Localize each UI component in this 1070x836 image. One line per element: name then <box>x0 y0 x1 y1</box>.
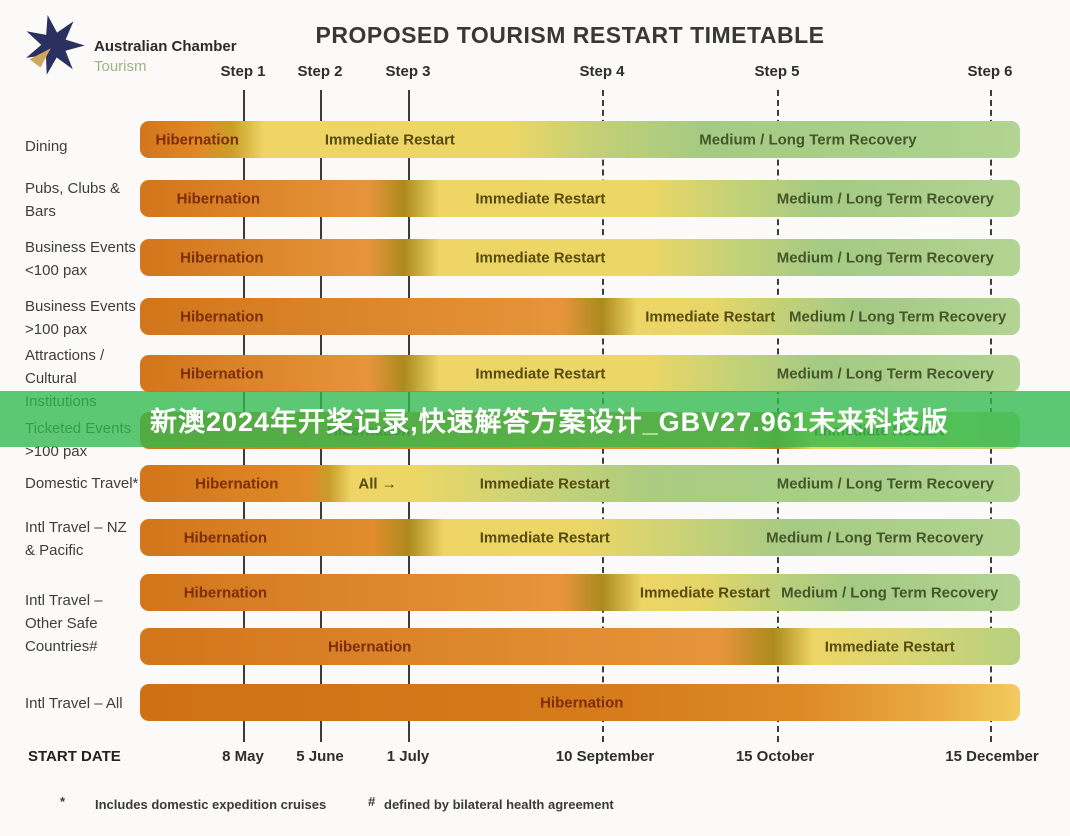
date-label-1: 8 May <box>222 748 264 765</box>
timeline-bar-business-events-over-100: Hibernation Immediate Restart Medium / Lon… <box>140 298 1020 335</box>
row-label-line: <100 pax <box>25 262 88 279</box>
row-label-line: Other Safe <box>25 615 98 632</box>
phase-label: Medium / Long Term Recovery <box>781 584 999 601</box>
date-label-5: 15 October <box>735 748 815 765</box>
phase-label: Hibernation <box>180 365 264 382</box>
row-label-pubs-clubs-bars: Pubs, Clubs & Bars <box>25 177 143 223</box>
phase-label: Immediate Restart <box>479 475 610 492</box>
phase-label: Medium / Long Term Recovery <box>776 190 994 207</box>
footnote-text-1: Includes domestic expedition cruises <box>95 797 327 812</box>
row-label-line: Cultural <box>25 370 77 387</box>
phase-label: Medium / Long Term Recovery <box>789 308 1007 325</box>
phase-label: Immediate Restart <box>324 131 455 148</box>
timeline-bar-domestic-travel: Hibernation All → Immediate Restart Medium … <box>140 465 1020 502</box>
phase-label: Hibernation <box>155 131 239 148</box>
phase-label: Medium / Long Term Recovery <box>776 365 994 382</box>
phase-label: Hibernation <box>328 638 412 655</box>
row-label-domestic-travel: Domestic Travel* <box>25 472 143 495</box>
step-label-6: Step 6 <box>967 63 1013 80</box>
timeline-bar-intl-travel-other-safe-b: Hibernation Immediate Restart <box>140 628 1020 665</box>
phase-label: Hibernation <box>180 308 264 325</box>
footnote-symbol-1: * <box>60 794 66 809</box>
row-label-line: >100 pax <box>25 443 88 460</box>
watermark-overlay-band <box>0 391 1070 447</box>
phase-label: Hibernation <box>176 190 260 207</box>
timeline-bar-intl-travel-other-safe-a: Hibernation Immediate Restart Medium / Lon… <box>140 574 1020 611</box>
row-label-line: Intl Travel – <box>25 592 103 609</box>
page-title: PROPOSED TOURISM RESTART TIMETABLE <box>315 22 825 48</box>
row-label-intl-travel-all: Intl Travel – All <box>25 692 143 715</box>
seven-point-star-icon <box>26 14 85 75</box>
footnote-symbol-2: # <box>368 794 376 809</box>
phase-label: Hibernation <box>540 694 624 711</box>
phase-label: Immediate Restart <box>824 638 955 655</box>
timeline-bar-attractions-cultural: Hibernation Immediate Restart Medium / Lon… <box>140 355 1020 392</box>
row-label-line: Countries# <box>25 638 98 655</box>
row-label-intl-travel-other-safe-a: Intl Travel – Other Safe Countries# <box>25 589 143 658</box>
phase-label: Hibernation <box>183 584 268 601</box>
step-label-3: Step 3 <box>385 63 431 80</box>
phase-label: All → <box>358 475 397 492</box>
phase-label: Hibernation <box>195 475 279 492</box>
phase-label: Medium / Long Term Recovery <box>766 529 984 546</box>
timeline-bar-intl-travel-nz-pacific: Hibernation Immediate Restart Medium / Lon… <box>140 519 1020 556</box>
phase-label: Immediate Restart <box>639 584 770 601</box>
row-label-line: Intl Travel – NZ <box>25 519 127 536</box>
row-label-intl-travel-nz-pacific: Intl Travel – NZ & Pacific <box>25 516 143 562</box>
date-label-6: 15 December <box>945 748 1039 765</box>
logo-text-line1: Australian Chamber <box>94 38 237 55</box>
row-label-line: Intl Travel – All <box>25 695 123 712</box>
date-label-4: 10 September <box>555 748 655 765</box>
phase-label: Immediate Restart <box>475 249 606 266</box>
start-date-label: START DATE <box>28 748 121 765</box>
row-label-line: Bars <box>25 203 56 220</box>
row-label-line: Business Events <box>25 239 136 256</box>
phase-label: Medium / Long Term Recovery <box>699 131 917 148</box>
timeline-bar-business-events-under-100: Hibernation Immediate Restart Medium / Lon… <box>140 239 1020 276</box>
phase-label: Immediate Restart <box>475 190 606 207</box>
timeline-bar-dining: Hibernation Immediate Restart Medium / Lon… <box>140 121 1020 158</box>
logo-text-line2: Tourism <box>94 58 147 75</box>
phase-label: Immediate Restart <box>645 308 776 325</box>
row-label-business-events-over-100: Business Events >100 pax <box>25 295 143 341</box>
row-label-business-events-under-100: Business Events <100 pax <box>25 236 143 282</box>
row-label-line: Domestic Travel* <box>25 475 139 492</box>
australian-chamber-tourism-logo: Australian Chamber Tourism <box>22 10 282 100</box>
row-label-line: Pubs, Clubs & <box>25 180 121 197</box>
phase-label: Medium / Long Term Recovery <box>776 249 994 266</box>
timeline-bar-pubs-clubs-bars: Hibernation Immediate Restart Medium / Lon… <box>140 180 1020 217</box>
phase-label: Immediate Restart <box>479 529 610 546</box>
step-label-2: Step 2 <box>297 63 343 80</box>
row-label-line: Attractions / <box>25 347 105 364</box>
date-label-3: 1 July <box>386 748 430 765</box>
phase-label: Hibernation <box>180 249 264 266</box>
watermark-overlay-text: 新澳2024年开奖记录,快速解答方案设计_GBV27.961未来科技版 <box>150 406 949 437</box>
row-label-line: Dining <box>25 138 68 155</box>
phase-label: Immediate Restart <box>475 365 606 382</box>
date-label-2: 5 June <box>296 748 344 765</box>
row-label-line: & Pacific <box>25 542 84 559</box>
step-label-1: Step 1 <box>220 63 266 80</box>
phase-label: Hibernation <box>183 529 268 546</box>
row-label-dining: Dining <box>25 135 143 158</box>
row-label-line: >100 pax <box>25 321 88 338</box>
row-label-line: Business Events <box>25 298 136 315</box>
footnote-text-2: defined by bilateral health agreement <box>384 797 614 812</box>
step-label-5: Step 5 <box>754 63 800 80</box>
phase-label: Medium / Long Term Recovery <box>776 475 994 492</box>
timeline-bar-intl-travel-all: Hibernation <box>140 684 1020 721</box>
step-label-4: Step 4 <box>579 63 625 80</box>
